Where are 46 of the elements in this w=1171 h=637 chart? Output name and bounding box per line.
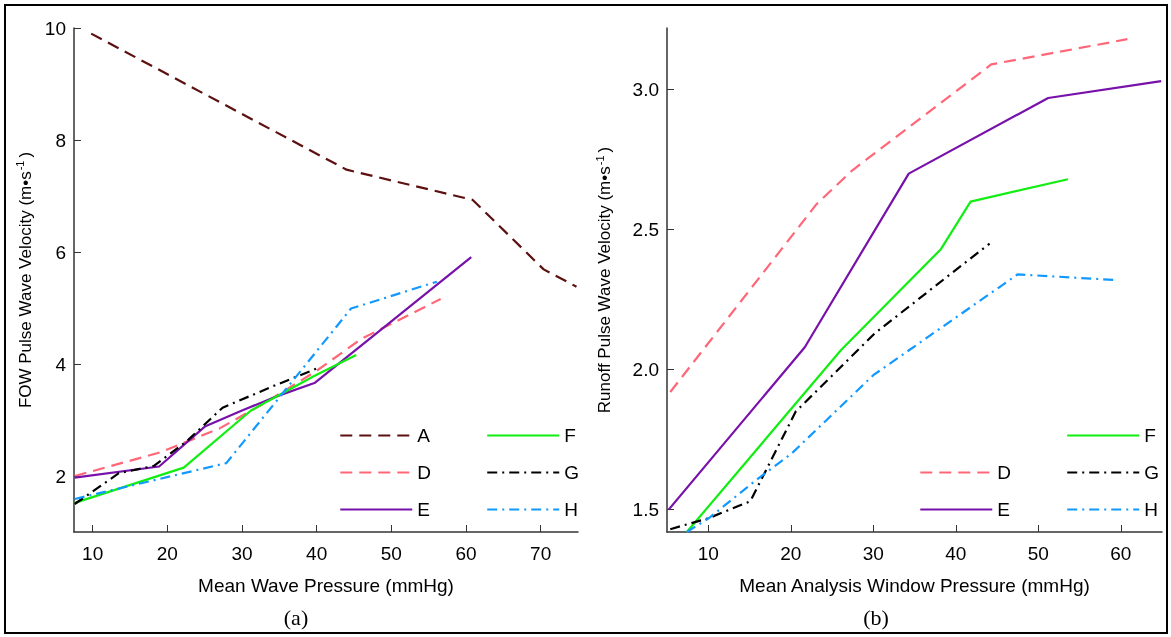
- legend-label: A: [417, 425, 431, 446]
- legend-label: H: [1144, 499, 1158, 520]
- x-tick-label: 10: [82, 543, 104, 564]
- line-series: [73, 353, 358, 504]
- legend-label: E: [417, 499, 430, 520]
- x-tick-label: 30: [231, 543, 253, 564]
- line-series: [73, 280, 438, 501]
- x-axis-title: Mean Wave Pressure (mmHg): [198, 575, 454, 596]
- legend-label: F: [564, 425, 576, 446]
- line-series: [90, 32, 578, 288]
- x-tick-label: 20: [780, 543, 802, 564]
- legend-label: D: [997, 462, 1012, 483]
- y-tick-label: 2.0: [632, 359, 659, 381]
- y-tick-label: 2: [55, 465, 66, 487]
- x-tick-label: 50: [380, 543, 402, 564]
- legend-label: H: [564, 499, 578, 520]
- x-axis-title: Mean Analysis Window Pressure (mmHg): [739, 575, 1090, 596]
- x-tick-label: 60: [1110, 543, 1132, 564]
- x-tick-label: 60: [455, 543, 477, 564]
- x-tick-label: 50: [1027, 543, 1049, 564]
- legend-label: D: [417, 462, 432, 483]
- y-axis-title: FOW Pulse Wave Velocity (m•s-1): [14, 151, 35, 409]
- x-tick-label: 40: [945, 543, 967, 564]
- y-tick-label: 4: [55, 353, 67, 375]
- y-tick-label: 8: [55, 129, 66, 151]
- y-tick-label: 6: [55, 241, 66, 263]
- y-tick-label: 3.0: [632, 79, 659, 101]
- x-tick-label: 20: [156, 543, 178, 564]
- legend-label: G: [1144, 462, 1159, 483]
- legend-label: F: [1144, 425, 1156, 446]
- y-axis-title: Runoff Pulse Wave Velocity (m•s-1): [593, 146, 614, 414]
- y-tick-label: 1.5: [632, 499, 659, 521]
- y-tick-label: 2.5: [632, 219, 659, 241]
- x-tick-label: 40: [306, 543, 328, 564]
- legend-label: E: [997, 499, 1010, 520]
- text: (b): [863, 604, 889, 630]
- text: (a): [283, 604, 309, 630]
- y-tick-label: 10: [44, 17, 66, 39]
- line-series: [73, 297, 442, 478]
- x-tick-label: 10: [697, 543, 719, 564]
- x-tick-label: 70: [530, 543, 552, 564]
- line-series: [669, 38, 1129, 394]
- x-tick-label: 30: [862, 543, 884, 564]
- line-series: [669, 242, 991, 531]
- legend-label: G: [564, 462, 579, 483]
- line-series: [73, 255, 473, 479]
